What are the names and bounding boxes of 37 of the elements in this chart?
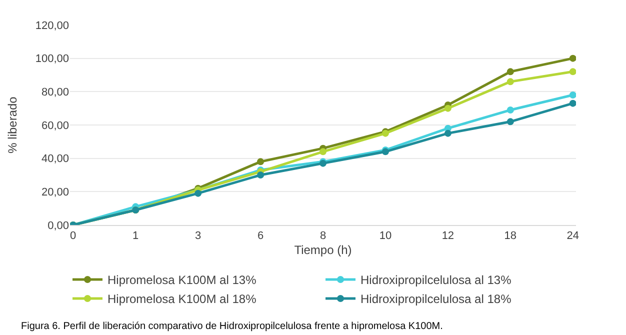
point [257, 172, 264, 178]
legend-label: Hidroxipropilcelulosa al 13% [360, 273, 512, 288]
point [444, 104, 452, 112]
x-tick-label: 8 [320, 230, 326, 242]
point [257, 158, 264, 166]
y-tick-label: 80,00 [41, 86, 69, 99]
legend-label: Hipromelosa K100M al 18% [108, 292, 257, 306]
x-tick-label: 1 [132, 230, 139, 242]
y-tick-label: 0,00 [48, 220, 69, 232]
point [569, 68, 576, 76]
y-tick-label: 40,00 [41, 153, 69, 166]
y-axis-title: % liberado [6, 96, 20, 154]
y-tick-label: 100,00 [35, 53, 69, 66]
x-tick-label: 12 [442, 230, 454, 242]
x-axis-title: Tiempo (h) [294, 243, 352, 258]
point [569, 100, 576, 107]
point [506, 78, 514, 86]
point [506, 106, 514, 114]
legend-label: Hipromelosa K100M al 13% [108, 273, 257, 288]
point [320, 148, 326, 156]
x-tick-label: 18 [504, 230, 517, 242]
y-tick-label: 20,00 [41, 186, 69, 199]
text: Figura 6. Perfil de liberación comparativo de Hidroxipropilcelulosa frente a hipromelosa K100M. [21, 321, 443, 332]
x-tick-label: 6 [257, 230, 264, 242]
point [569, 92, 576, 98]
x-tick-label: 10 [379, 230, 392, 242]
point [569, 54, 576, 62]
x-tick-label: 3 [194, 230, 202, 242]
point [194, 190, 202, 197]
point [506, 118, 514, 126]
y-tick-label: 120,00 [35, 20, 69, 32]
x-tick-label: 24 [566, 230, 580, 242]
y-tick-label: 60,00 [41, 120, 69, 132]
point [506, 68, 514, 76]
legend-label: Hidroxipropilcelulosa al 18% [360, 292, 512, 306]
x-tick-label: 0 [70, 230, 76, 242]
point [444, 130, 452, 137]
